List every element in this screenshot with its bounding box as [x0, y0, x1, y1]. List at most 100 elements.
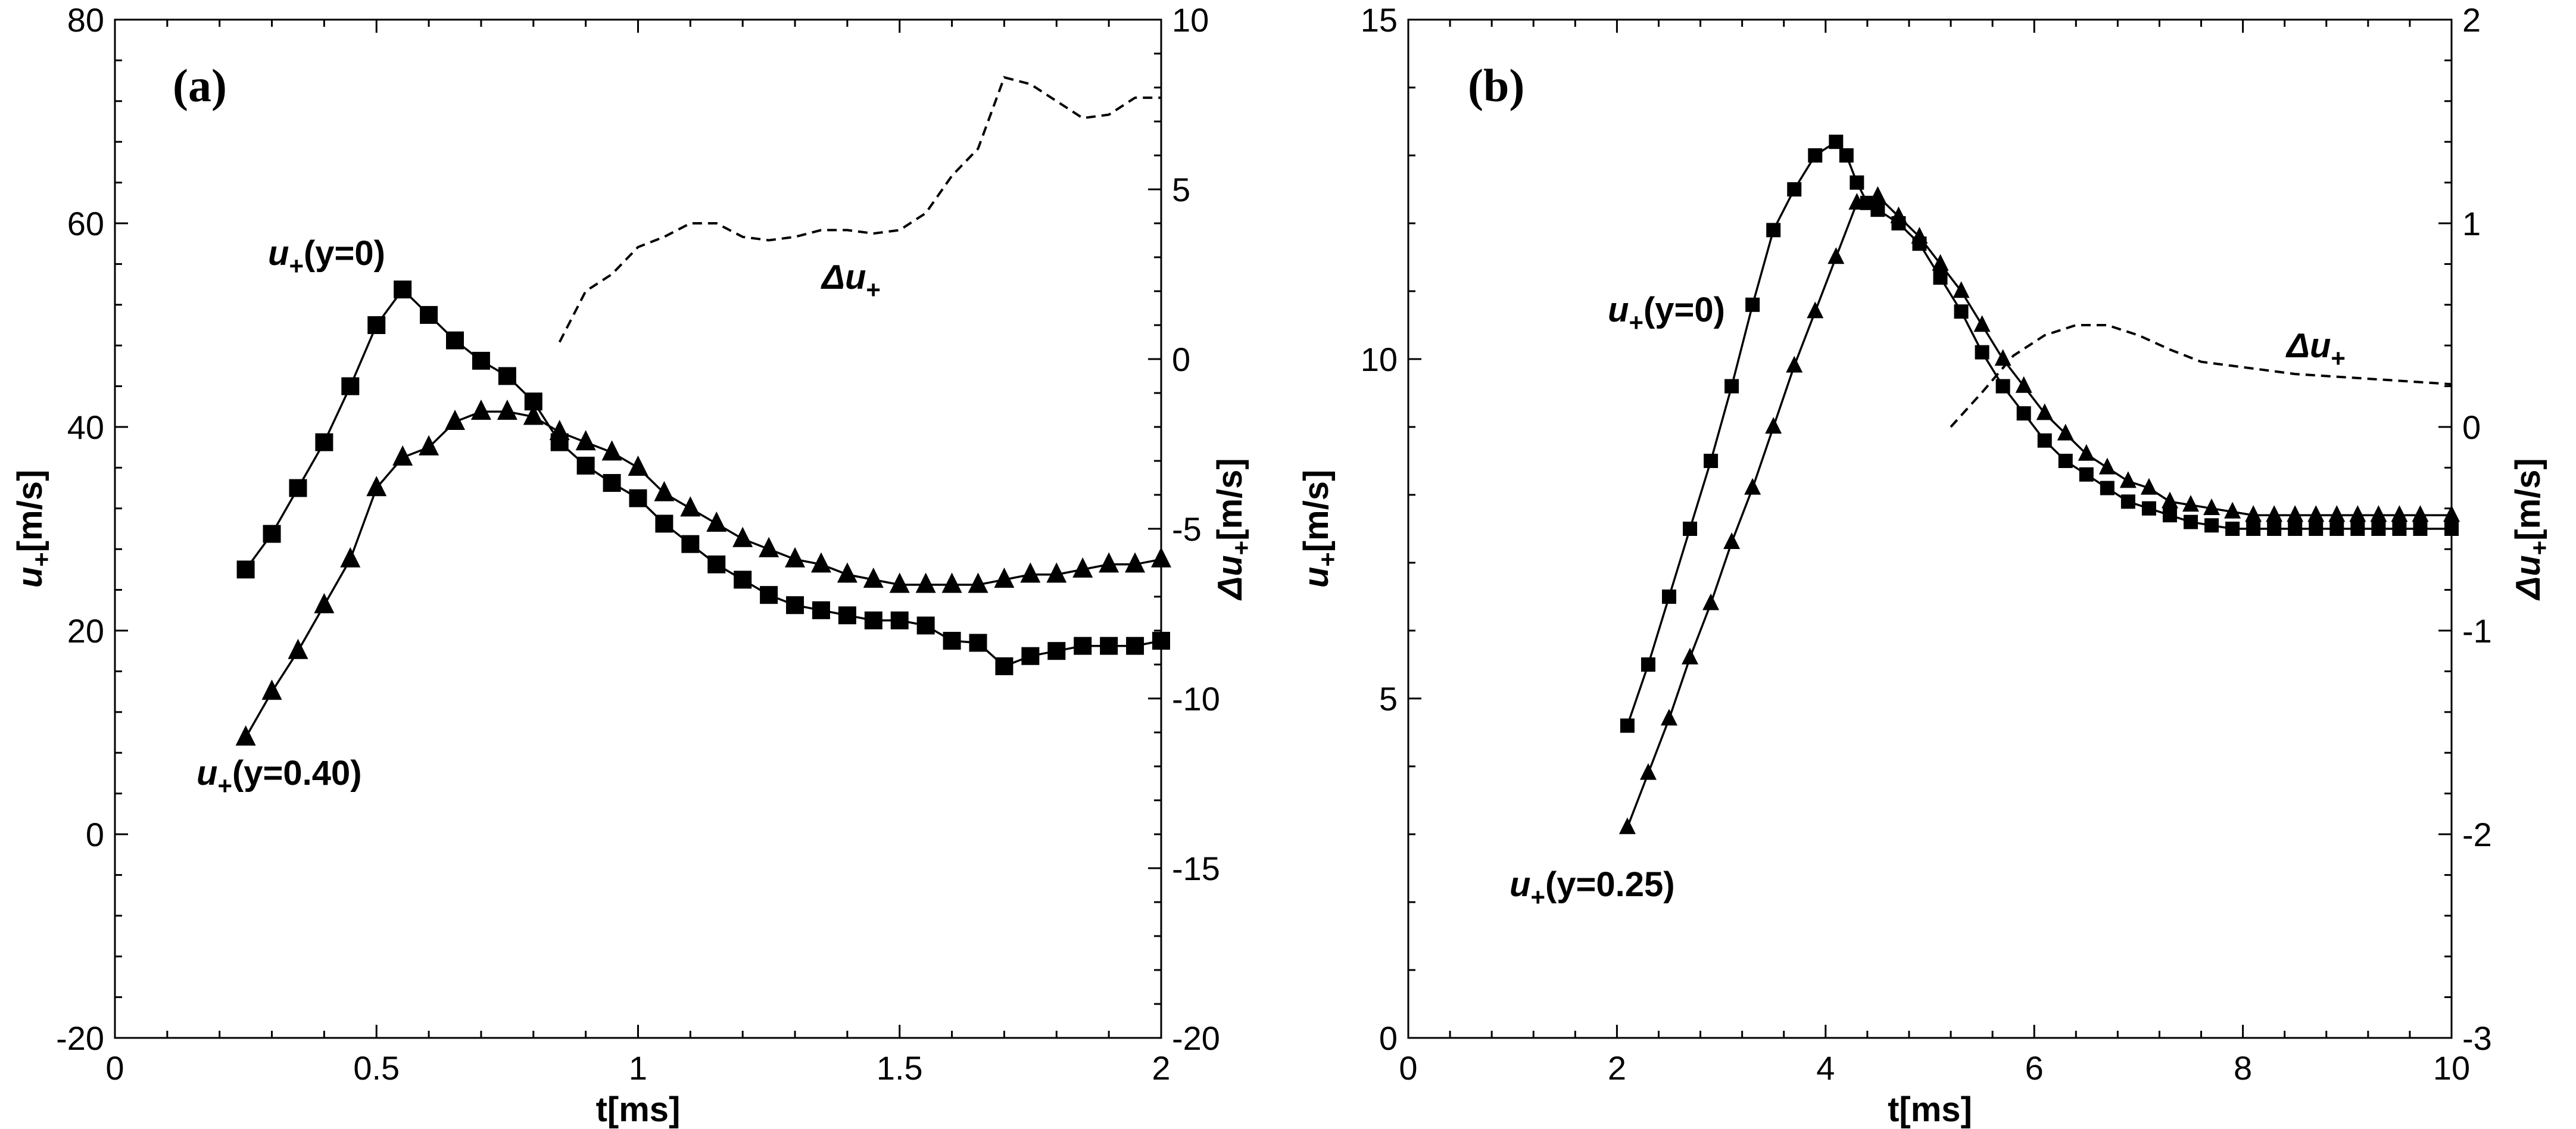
data-point-square [629, 489, 647, 507]
x-tick-label: 1.5 [877, 1049, 923, 1087]
data-point-square [2162, 508, 2177, 523]
data-point-square [2350, 522, 2365, 536]
data-point-triangle [2015, 376, 2032, 393]
data-point-square [367, 316, 386, 334]
data-point-square [1662, 590, 1676, 604]
data-point-triangle [1890, 206, 1907, 223]
data-point-triangle [1953, 281, 1970, 298]
y-axis-title: u+[m/s] [11, 470, 55, 588]
data-point-square [2016, 406, 2031, 421]
data-point-square [263, 525, 281, 543]
x-tick-label: 1 [629, 1049, 647, 1087]
panel-label: (b) [1468, 60, 1524, 111]
data-point-triangle [2245, 505, 2262, 522]
data-point-triangle [1911, 227, 1928, 244]
data-point-square [1933, 270, 1948, 285]
data-point-triangle [1723, 532, 1741, 549]
x-tick-label: 2 [1152, 1049, 1170, 1087]
data-point-triangle [1125, 552, 1146, 573]
data-point-triangle [288, 638, 308, 659]
data-point-square [2267, 522, 2282, 536]
data-point-triangle [915, 572, 936, 593]
data-point-triangle [1807, 301, 1824, 319]
data-point-triangle [1744, 478, 1761, 495]
y2-tick-label: -15 [1172, 850, 1220, 887]
data-point-square [1152, 632, 1170, 650]
data-point-square [969, 634, 987, 652]
data-point-square [864, 611, 882, 629]
data-point-square [760, 586, 778, 604]
data-point-square [576, 456, 595, 475]
data-point-triangle [2266, 505, 2283, 522]
data-point-triangle [1827, 247, 1845, 264]
data-point-triangle [2391, 505, 2408, 522]
data-point-triangle [2370, 505, 2387, 522]
data-point-square [315, 433, 333, 451]
series-line-triangle [1626, 195, 2452, 828]
y-axis-title: u+[m/s] [1297, 470, 1342, 588]
data-point-square [603, 474, 621, 492]
data-point-triangle [837, 562, 857, 583]
data-point-square [472, 351, 490, 370]
y2-tick-label: 1 [2462, 205, 2481, 242]
y2-axis-title: Δu+[m/s] [1211, 458, 1255, 600]
data-point-triangle [889, 572, 910, 593]
data-point-square [1100, 637, 1118, 655]
y2-tick-label: -10 [1172, 680, 1220, 718]
data-point-triangle [2412, 505, 2429, 522]
data-point-triangle [1786, 355, 1803, 373]
y-tick-label: 5 [1379, 680, 1398, 718]
x-tick-label: 0.5 [353, 1049, 400, 1087]
y-tick-label: -20 [56, 1019, 104, 1057]
data-point-triangle [470, 399, 491, 420]
data-point-triangle [1072, 557, 1093, 578]
data-point-square [812, 601, 830, 619]
data-point-square [1641, 657, 1655, 672]
data-point-triangle [1973, 315, 1991, 332]
data-point-square [1620, 718, 1635, 733]
data-point-triangle [968, 572, 988, 593]
data-point-square [2392, 522, 2407, 536]
data-point-triangle [863, 567, 884, 588]
data-point-square [1074, 637, 1092, 655]
series-line-delta [558, 76, 1161, 343]
data-point-square [2246, 522, 2261, 536]
y-tick-label: 10 [1361, 341, 1398, 378]
data-point-triangle [261, 679, 282, 700]
data-point-triangle [2328, 505, 2346, 522]
data-point-triangle [2307, 505, 2325, 522]
series-label: u+(y=0) [1608, 291, 1725, 336]
data-point-square [1021, 647, 1040, 665]
data-point-triangle [2078, 444, 2095, 461]
data-point-triangle [994, 567, 1015, 588]
data-point-square [236, 560, 255, 579]
data-point-triangle [366, 476, 387, 497]
data-point-triangle [314, 592, 335, 613]
data-point-square [1047, 642, 1066, 660]
x-tick-label: 8 [2234, 1049, 2252, 1087]
data-point-triangle [2098, 457, 2116, 475]
data-point-triangle [2443, 505, 2460, 522]
panel-b: 0 2 4 6 8 10 0 5 10 15 -3 -2 -1 0 1 2 t[ms] u+[m/s] Δu+[m/… [1297, 1, 2553, 1129]
x-tick-label: 0 [1399, 1049, 1417, 1087]
data-point-square [943, 632, 961, 650]
data-point-triangle [1151, 547, 1171, 567]
series-line-square [245, 288, 1162, 668]
data-point-square [2037, 433, 2052, 448]
data-point-triangle [680, 496, 701, 517]
data-point-triangle [445, 410, 466, 431]
panel-label: (a) [173, 60, 227, 111]
data-point-triangle [2057, 423, 2074, 441]
data-point-square [786, 596, 804, 615]
x-axis-title: t[ms] [596, 1090, 681, 1129]
data-point-square [1870, 202, 1885, 217]
data-point-square [681, 535, 700, 553]
data-point-triangle [497, 399, 517, 420]
data-point-triangle [2287, 505, 2304, 522]
data-point-triangle [2119, 471, 2137, 488]
data-point-square [289, 479, 307, 497]
data-point-square [2079, 467, 2094, 482]
y2-tick-label: 0 [1172, 341, 1190, 378]
data-point-square [1704, 454, 1719, 468]
